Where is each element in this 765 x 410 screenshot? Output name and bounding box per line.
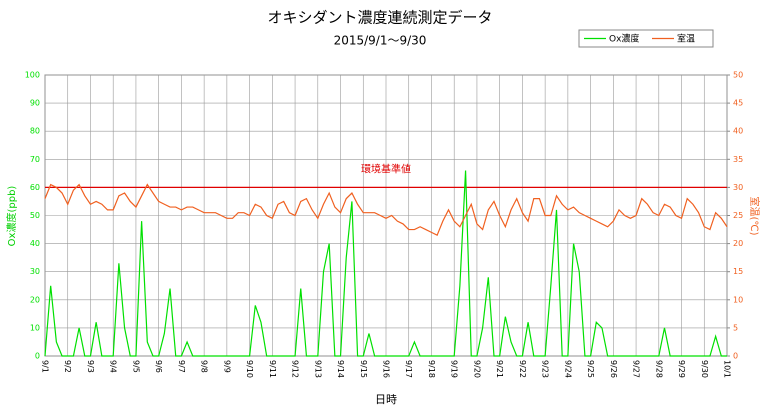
y2-tick-label: 40	[733, 127, 743, 136]
x-tick-label: 9/20	[472, 360, 481, 378]
y2-axis-label: 室温(℃)	[748, 196, 761, 235]
y-tick-label: 50	[30, 211, 40, 220]
x-tick-label: 9/7	[177, 360, 186, 373]
x-tick-label: 9/30	[700, 360, 709, 378]
x-tick-label: 9/13	[313, 360, 322, 378]
x-tick-label: 9/1	[41, 360, 50, 373]
x-tick-label: 9/8	[200, 360, 209, 373]
y2-tick-label: 50	[733, 71, 743, 80]
y2-tick-label: 30	[733, 183, 743, 192]
legend-label: Ox濃度	[609, 33, 639, 45]
x-tick-label: 9/17	[404, 360, 413, 378]
y2-tick-label: 5	[733, 323, 738, 332]
x-tick-label: 9/3	[86, 360, 95, 373]
x-tick-label: 9/26	[609, 360, 618, 378]
y-axis-label: Ox濃度(ppb)	[5, 186, 18, 247]
y-tick-label: 60	[30, 183, 40, 192]
x-tick-label: 9/15	[359, 360, 368, 378]
x-tick-label: 9/5	[131, 360, 140, 373]
y-tick-label: 80	[30, 127, 40, 136]
legend-label: 室温	[677, 33, 695, 45]
y2-tick-label: 45	[733, 99, 743, 108]
x-tick-label: 9/9	[222, 360, 231, 373]
y-tick-label: 30	[30, 267, 40, 276]
y-tick-label: 70	[30, 155, 40, 164]
x-tick-label: 9/6	[154, 360, 163, 373]
x-tick-label: 10/1	[723, 360, 732, 378]
y-tick-label: 10	[30, 323, 40, 332]
x-tick-label: 9/21	[495, 360, 504, 378]
legend-box	[578, 29, 714, 48]
x-axis-label: 日時	[375, 393, 397, 406]
x-tick-label: 9/28	[654, 360, 663, 378]
chart-title: オキシダント濃度連続測定データ	[267, 9, 492, 27]
y-tick-label: 90	[30, 99, 40, 108]
y2-tick-label: 20	[733, 239, 743, 248]
y2-tick-label: 10	[733, 295, 743, 304]
x-tick-label: 9/22	[518, 360, 527, 378]
y2-tick-label: 25	[733, 211, 743, 220]
x-tick-label: 9/14	[336, 360, 345, 378]
y-tick-label: 0	[35, 352, 40, 361]
chart-subtitle: 2015/9/1～9/30	[334, 34, 427, 48]
x-tick-label: 9/24	[563, 360, 572, 378]
x-tick-label: 9/10	[245, 360, 254, 378]
x-tick-label: 9/12	[291, 360, 300, 378]
series-line	[44, 183, 728, 236]
y-tick-label: 40	[30, 239, 40, 248]
x-tick-label: 9/19	[450, 360, 459, 378]
annotation: 環境基準値	[361, 162, 411, 175]
y2-tick-label: 35	[733, 155, 743, 164]
x-tick-label: 9/11	[268, 360, 277, 378]
y2-tick-label: 0	[733, 352, 738, 361]
x-tick-label: 9/27	[632, 360, 641, 378]
series-line	[44, 170, 727, 357]
x-tick-label: 9/23	[541, 360, 550, 378]
y2-tick-label: 15	[733, 267, 743, 276]
x-tick-label: 9/25	[586, 360, 595, 378]
y-tick-label: 20	[30, 295, 40, 304]
x-tick-label: 9/2	[63, 360, 72, 373]
x-tick-label: 9/16	[382, 360, 391, 378]
x-tick-label: 9/4	[109, 360, 118, 373]
x-tick-label: 9/29	[677, 360, 686, 378]
x-tick-label: 9/18	[427, 360, 436, 378]
y-tick-label: 100	[25, 71, 40, 80]
